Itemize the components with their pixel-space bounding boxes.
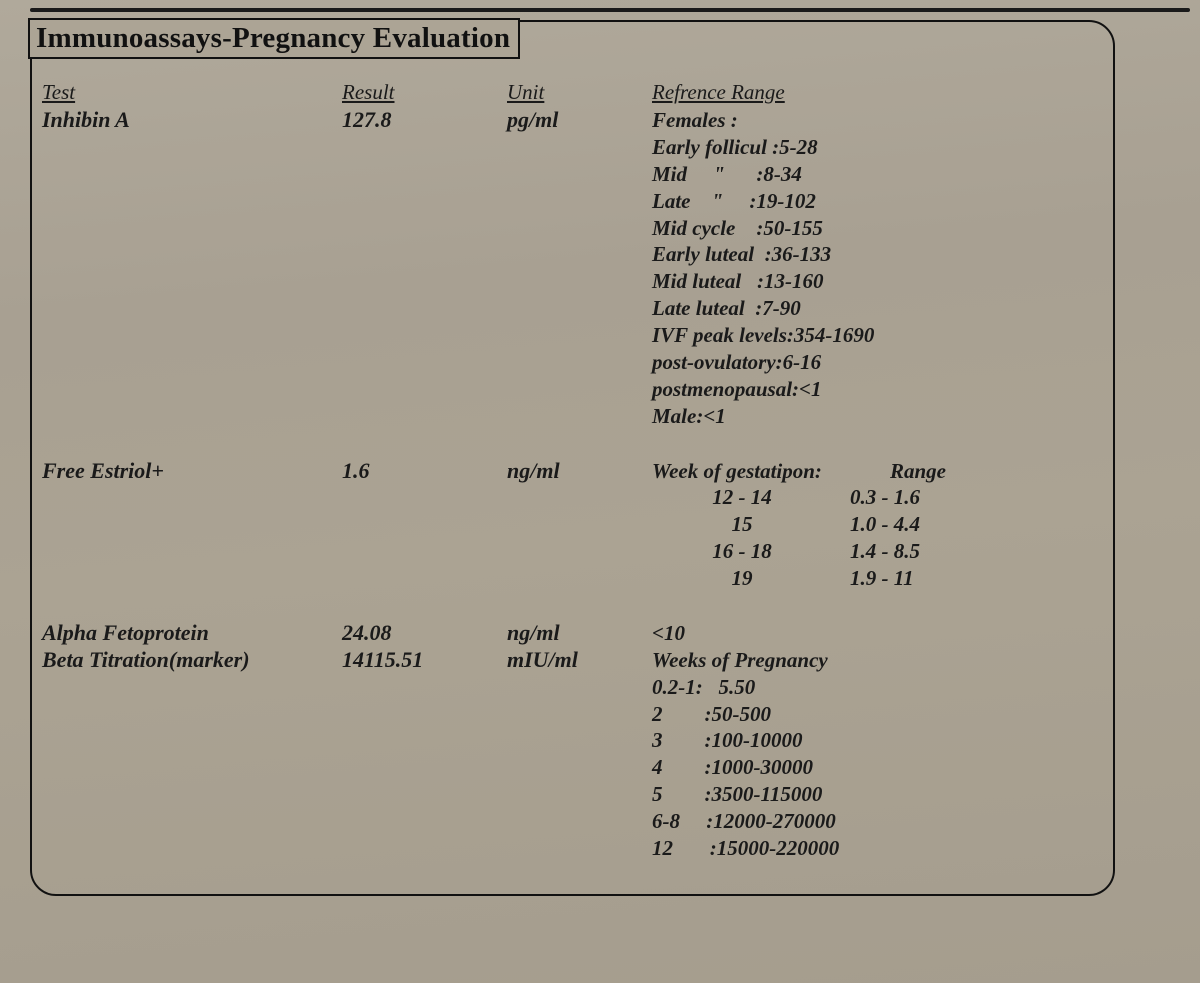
ref-line: Early luteal :36-133 [652,241,1092,268]
header-ref: Refrence Range [652,80,1092,105]
report-panel: Immunoassays-Pregnancy Evaluation Test R… [30,20,1115,896]
table-row: Beta Titration(marker) 14115.51 mIU/ml W… [42,647,1103,862]
ref-cell: 1.9 - 11 [832,565,990,592]
ref-line: 6-8 :12000-270000 [652,808,1092,835]
test-reference: Weeks of Pregnancy 0.2-1: 5.50 2 :50-500… [652,647,1092,862]
ref-line: post-ovulatory:6-16 [652,349,1092,376]
ref-line: Late " :19-102 [652,188,1092,215]
ref-subtable-row: 16 - 18 1.4 - 8.5 [652,538,1092,565]
test-unit: mIU/ml [507,647,652,673]
header-row: Test Result Unit Refrence Range [42,80,1103,107]
header-unit: Unit [507,80,652,105]
table-row: Inhibin A 127.8 pg/ml Females : Early fo… [42,107,1103,430]
test-name: Inhibin A [42,107,342,133]
ref-subtable-header: Week of gestatipon: Range [652,458,1092,485]
ref-line: 12 :15000-220000 [652,835,1092,862]
table-row: Alpha Fetoprotein 24.08 ng/ml <10 [42,620,1103,647]
table-row: Free Estriol+ 1.6 ng/ml Week of gestatip… [42,458,1103,592]
ref-line: <10 [652,620,1092,647]
ref-line: Male:<1 [652,403,1092,430]
report-paper: Immunoassays-Pregnancy Evaluation Test R… [0,0,1200,983]
ref-cell: 1.4 - 8.5 [832,538,990,565]
ref-col1-header: Week of gestatipon: [652,458,872,485]
ref-line: postmenopausal:<1 [652,376,1092,403]
ref-line: 4 :1000-30000 [652,754,1092,781]
top-rule [30,8,1190,12]
header-test: Test [42,80,342,105]
test-name: Free Estriol+ [42,458,342,484]
test-name: Alpha Fetoprotein [42,620,342,646]
ref-line: 0.2-1: 5.50 [652,674,1092,701]
ref-subtable-row: 12 - 14 0.3 - 1.6 [652,484,1092,511]
test-unit: ng/ml [507,620,652,646]
test-unit: ng/ml [507,458,652,484]
test-reference: Females : Early follicul :5-28 Mid " :8-… [652,107,1092,430]
panel-title: Immunoassays-Pregnancy Evaluation [28,18,520,59]
ref-subtable-row: 19 1.9 - 11 [652,565,1092,592]
test-result: 127.8 [342,107,507,133]
ref-line: Mid luteal :13-160 [652,268,1092,295]
test-unit: pg/ml [507,107,652,133]
ref-line: 3 :100-10000 [652,727,1092,754]
ref-cell: 12 - 14 [652,484,832,511]
ref-cell: 15 [652,511,832,538]
ref-line: IVF peak levels:354-1690 [652,322,1092,349]
ref-cell: 16 - 18 [652,538,832,565]
ref-line: Early follicul :5-28 [652,134,1092,161]
ref-col2-header: Range [872,458,990,485]
ref-cell: 1.0 - 4.4 [832,511,990,538]
results-grid: Test Result Unit Refrence Range Inhibin … [42,80,1103,862]
ref-line: Mid cycle :50-155 [652,215,1092,242]
test-reference: Week of gestatipon: Range 12 - 14 0.3 - … [652,458,1092,592]
ref-cell: 0.3 - 1.6 [832,484,990,511]
ref-line: Mid " :8-34 [652,161,1092,188]
test-name: Beta Titration(marker) [42,647,342,673]
test-result: 24.08 [342,620,507,646]
ref-line: 2 :50-500 [652,701,1092,728]
test-result: 1.6 [342,458,507,484]
test-result: 14115.51 [342,647,507,673]
ref-line: 5 :3500-115000 [652,781,1092,808]
ref-subtable-row: 15 1.0 - 4.4 [652,511,1092,538]
test-reference: <10 [652,620,1092,647]
ref-line: Late luteal :7-90 [652,295,1092,322]
ref-line: Females : [652,107,1092,134]
ref-cell: 19 [652,565,832,592]
ref-line: Weeks of Pregnancy [652,647,1092,674]
header-result: Result [342,80,507,105]
